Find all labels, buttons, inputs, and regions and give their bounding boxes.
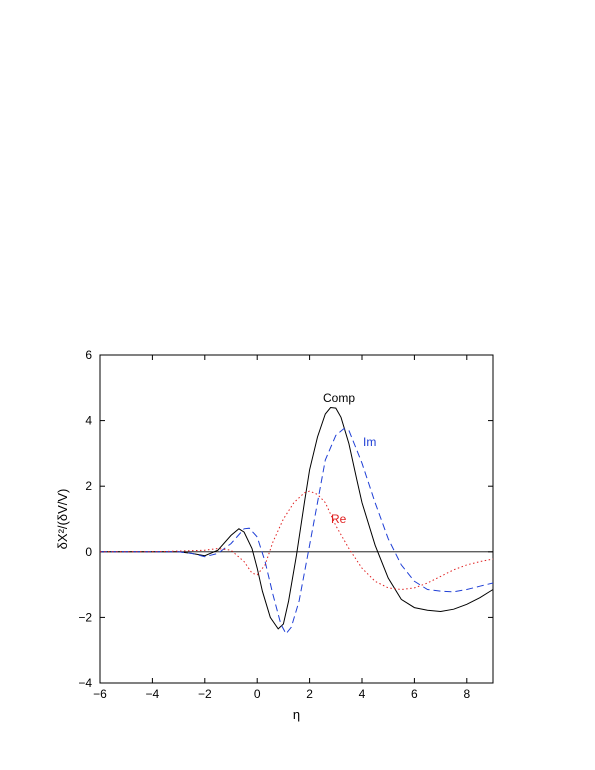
series-label-re: Re <box>331 512 347 526</box>
x-tick-label: 4 <box>359 687 366 701</box>
y-axis-label: δX²/(δV/V) <box>55 489 70 550</box>
series-group <box>100 406 494 635</box>
x-tick-label: −6 <box>93 687 107 701</box>
y-axis-ticks: −4 −2 0 2 4 6 <box>78 348 493 690</box>
series-line-comp <box>100 406 494 630</box>
x-tick-label: 0 <box>254 687 261 701</box>
x-axis-label: η <box>293 707 300 722</box>
series-label-im: Im <box>363 435 376 449</box>
x-axis-ticks: −6 −4 −2 0 2 4 6 8 <box>93 355 470 701</box>
plot-frame <box>99 354 494 684</box>
series-line-im <box>100 428 494 635</box>
series-line-re <box>100 490 494 591</box>
y-tick-label: 4 <box>85 414 92 428</box>
y-tick-label: 2 <box>85 479 92 493</box>
x-tick-label: −2 <box>198 687 212 701</box>
y-tick-label: −2 <box>78 610 92 624</box>
y-tick-label: −4 <box>78 676 92 690</box>
y-tick-label: 6 <box>85 348 92 362</box>
x-tick-label: −4 <box>146 687 160 701</box>
x-tick-label: 2 <box>306 687 313 701</box>
series-label-comp: Comp <box>323 391 355 405</box>
x-tick-label: 8 <box>463 687 470 701</box>
x-tick-label: 6 <box>411 687 418 701</box>
y-tick-label: 0 <box>85 545 92 559</box>
